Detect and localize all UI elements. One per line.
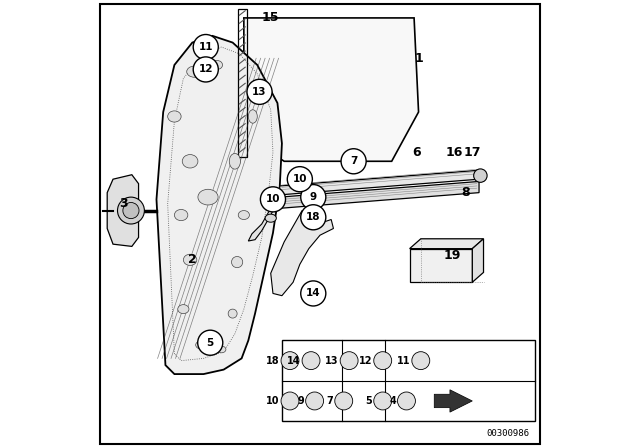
Ellipse shape (182, 155, 198, 168)
Circle shape (335, 392, 353, 410)
Circle shape (198, 330, 223, 355)
Circle shape (193, 34, 218, 60)
Text: 5: 5 (207, 338, 214, 348)
Ellipse shape (217, 346, 226, 353)
Circle shape (123, 202, 139, 219)
Circle shape (474, 169, 487, 182)
Circle shape (118, 197, 145, 224)
Ellipse shape (238, 211, 250, 220)
Text: 7: 7 (326, 396, 333, 406)
Polygon shape (280, 170, 479, 195)
Text: 9: 9 (298, 396, 305, 406)
Polygon shape (435, 390, 472, 412)
Ellipse shape (174, 210, 188, 221)
Circle shape (301, 205, 326, 230)
Text: 00300986: 00300986 (486, 429, 530, 438)
Text: 16: 16 (445, 146, 463, 159)
Polygon shape (280, 181, 479, 208)
Text: 11: 11 (198, 42, 213, 52)
Text: 19: 19 (444, 249, 461, 262)
Text: 12: 12 (359, 356, 372, 366)
Ellipse shape (168, 111, 181, 122)
Ellipse shape (198, 189, 218, 205)
Circle shape (260, 187, 285, 212)
Text: 17: 17 (463, 146, 481, 159)
Circle shape (374, 352, 392, 370)
Circle shape (281, 392, 299, 410)
Bar (410, 249, 472, 282)
Circle shape (287, 167, 312, 192)
Text: 10: 10 (292, 174, 307, 184)
Bar (239, 9, 248, 157)
Circle shape (247, 79, 272, 104)
Polygon shape (410, 239, 484, 249)
Text: 11: 11 (397, 356, 410, 366)
Text: 18: 18 (266, 356, 280, 366)
Text: 14: 14 (287, 356, 301, 366)
Circle shape (281, 352, 299, 370)
Polygon shape (472, 239, 484, 282)
Circle shape (301, 281, 326, 306)
Text: 10: 10 (266, 194, 280, 204)
Text: 13: 13 (325, 356, 339, 366)
Circle shape (306, 392, 324, 410)
Polygon shape (271, 211, 333, 296)
Ellipse shape (187, 66, 202, 78)
Text: 9: 9 (310, 192, 317, 202)
Circle shape (301, 185, 326, 210)
Ellipse shape (228, 309, 237, 318)
Text: 10: 10 (266, 396, 280, 406)
Polygon shape (108, 175, 139, 246)
Text: 2: 2 (188, 253, 196, 267)
Ellipse shape (229, 153, 241, 169)
Circle shape (374, 392, 392, 410)
Polygon shape (244, 18, 419, 161)
Text: 6: 6 (412, 146, 420, 159)
Ellipse shape (196, 341, 207, 349)
Ellipse shape (184, 254, 197, 265)
Ellipse shape (248, 110, 257, 123)
Polygon shape (157, 36, 282, 374)
Text: 5: 5 (365, 396, 372, 406)
Circle shape (397, 392, 415, 410)
Text: 8: 8 (461, 186, 470, 199)
Text: 4: 4 (389, 396, 396, 406)
Circle shape (193, 57, 218, 82)
Bar (282, 340, 535, 421)
Text: 1: 1 (414, 52, 423, 65)
Circle shape (412, 352, 430, 370)
Circle shape (302, 352, 320, 370)
Text: 15: 15 (262, 11, 280, 25)
Text: 7: 7 (350, 156, 357, 166)
Text: 13: 13 (252, 87, 267, 97)
Ellipse shape (232, 256, 243, 268)
Polygon shape (248, 195, 279, 241)
Circle shape (341, 149, 366, 174)
Text: 3: 3 (120, 197, 128, 211)
Ellipse shape (265, 214, 276, 222)
Text: 12: 12 (198, 65, 213, 74)
Text: 18: 18 (306, 212, 321, 222)
Ellipse shape (211, 60, 223, 69)
Text: 14: 14 (306, 289, 321, 298)
Circle shape (340, 352, 358, 370)
Ellipse shape (178, 305, 189, 314)
